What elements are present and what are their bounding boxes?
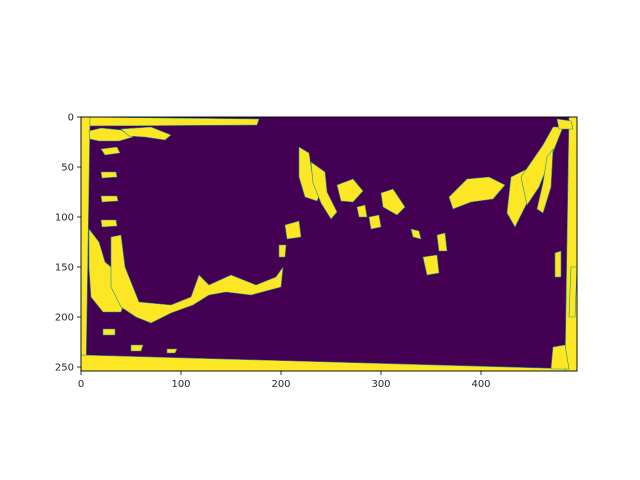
mask-region-blob-4 — [88, 127, 134, 142]
plot-area — [80, 116, 578, 372]
y-tick-label: 200 — [55, 313, 74, 324]
mask-region-blob-29 — [568, 266, 578, 318]
mask-region-blob-26 — [536, 148, 554, 214]
mask-region-blob-20 — [410, 228, 422, 240]
y-axis: 0 50 100 150 200 250 — [55, 113, 81, 374]
mask-region-blob-22 — [436, 232, 448, 252]
mask-region-blob-13 — [284, 220, 302, 240]
mask-region-blob-30 — [550, 344, 570, 370]
mask-region-blob-27 — [556, 118, 574, 130]
mask-region-blob-32 — [130, 344, 144, 352]
mask-region-blob-5 — [120, 126, 172, 141]
x-axis: 0 100 200 300 400 — [78, 371, 491, 390]
x-tick-label: 100 — [171, 379, 190, 390]
mask-region-blob-15 — [310, 161, 338, 220]
mask-region-blob-8 — [100, 195, 119, 203]
x-tick-label: 200 — [271, 379, 290, 390]
mask-region-blob-23 — [448, 176, 506, 210]
mask-region-blob-6 — [100, 146, 121, 156]
mask-region-blob-28 — [554, 250, 562, 278]
heatmap-background — [81, 117, 577, 371]
mask-region-blob-19 — [380, 188, 406, 216]
y-tick-label: 50 — [61, 163, 74, 174]
mask-region-blob-18 — [368, 214, 382, 230]
y-tick-label: 150 — [55, 263, 74, 274]
mask-region-blob-7 — [100, 171, 118, 179]
x-tick-label: 300 — [371, 379, 390, 390]
y-tick-label: 0 — [68, 113, 74, 124]
mask-region-blob-25 — [520, 126, 564, 206]
mask-region-blob-11 — [110, 234, 284, 324]
mask-region-blob-12 — [278, 244, 287, 258]
x-tick-label: 400 — [471, 379, 490, 390]
y-tick-label: 100 — [55, 213, 74, 224]
mask-region-blob-31 — [102, 328, 116, 336]
mask-region-blob-33 — [166, 348, 178, 354]
axes-frame — [80, 116, 578, 372]
mask-region-blob-9 — [100, 219, 118, 228]
mask-region-blob-16 — [336, 178, 364, 203]
y-tick-label: 250 — [55, 363, 74, 374]
mask-region-blob-17 — [356, 204, 368, 218]
x-tick-label: 0 — [78, 379, 84, 390]
mask-region-blob-21 — [422, 254, 440, 276]
